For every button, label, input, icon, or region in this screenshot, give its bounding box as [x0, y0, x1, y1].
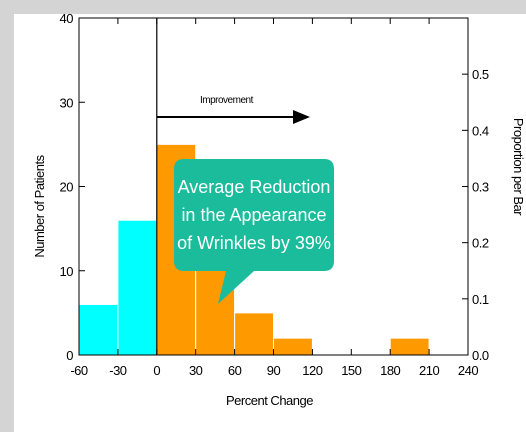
- x-tick-label: 90: [267, 363, 281, 378]
- y-axis-title: Number of Patients: [32, 154, 47, 257]
- chart-frame: Improvement Average Reduction in the App…: [14, 14, 526, 432]
- x-tick-label: 30: [189, 363, 203, 378]
- y2-tick-label: 0.3: [472, 180, 489, 195]
- y2-tick-label: 0.1: [472, 292, 489, 307]
- x-tick-label: 240: [458, 363, 478, 378]
- improvement-label: Improvement: [200, 95, 254, 106]
- y-tick-label: 40: [60, 14, 74, 26]
- y2-tick-label: 0.4: [472, 123, 489, 138]
- callout-line-3: of Wrinkles by 39%: [177, 233, 331, 253]
- callout-bubble: Average Reduction in the Appearance of W…: [174, 159, 334, 304]
- histogram-chart: Improvement Average Reduction in the App…: [32, 14, 526, 408]
- callout-line-2: in the Appearance: [181, 205, 326, 225]
- histogram-bar: [78, 303, 119, 356]
- improvement-arrow-head: [293, 110, 310, 124]
- x-tick-label: 120: [302, 363, 322, 378]
- x-tick-label: 180: [380, 363, 400, 378]
- y-tick-label: 0: [66, 348, 73, 363]
- y-tick-label: 30: [60, 95, 74, 110]
- y-axis-right: 0.0 0.1 0.2 0.3 0.4 0.5: [462, 67, 489, 363]
- y2-axis-title: Proportion per Bar: [511, 118, 526, 216]
- x-axis-title: Percent Change: [226, 393, 313, 408]
- x-tick-label: 60: [228, 363, 242, 378]
- x-tick-label: 150: [341, 363, 361, 378]
- y2-tick-label: 0.2: [472, 236, 489, 251]
- y2-tick-label: 0.5: [472, 67, 489, 82]
- callout-shape: [174, 159, 334, 304]
- histogram-bar: [117, 219, 158, 356]
- x-tick-label: 210: [419, 363, 439, 378]
- y-tick-label: 20: [60, 180, 74, 195]
- y-tick-label: 10: [60, 264, 74, 279]
- x-tick-label: -60: [70, 363, 88, 378]
- histogram-bar: [273, 337, 313, 356]
- x-axis: -60 -30 0 30 60 90 120 150 180 210 240: [70, 18, 479, 378]
- histogram-bar: [389, 337, 430, 356]
- x-tick-label: 0: [153, 363, 160, 378]
- x-tick-label: -30: [109, 363, 127, 378]
- y2-tick-label: 0.0: [472, 348, 489, 363]
- histogram-bar: [234, 312, 275, 356]
- callout-line-1: Average Reduction: [178, 177, 331, 197]
- y-axis-left: 0 10 20 30 40: [60, 14, 85, 363]
